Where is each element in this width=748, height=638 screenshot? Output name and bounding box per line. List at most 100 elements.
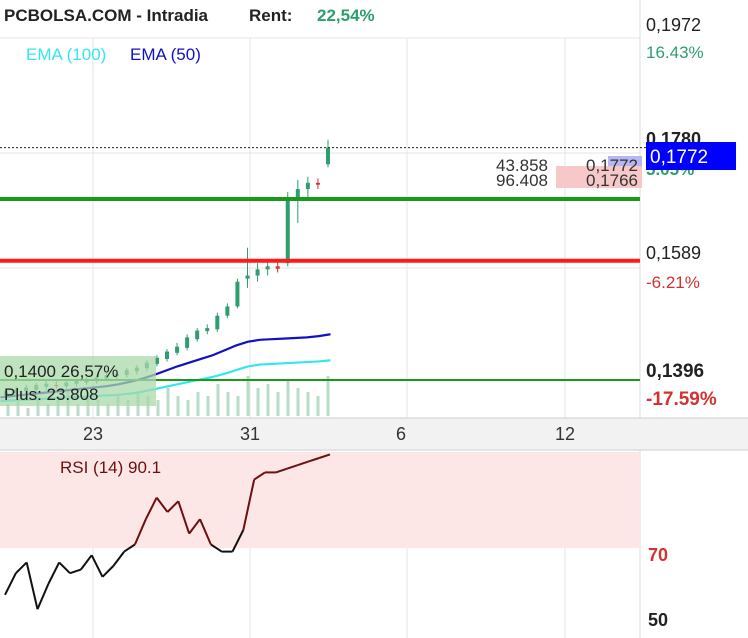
orderbook-ask-bg — [608, 156, 642, 168]
candle-body — [235, 281, 240, 307]
orderbook-bid-bg — [556, 166, 642, 188]
volume-bar — [326, 376, 330, 416]
volume-bar — [316, 396, 320, 416]
volume-bar — [106, 404, 110, 416]
candle-body — [215, 315, 220, 330]
rsi-segment — [297, 460, 309, 467]
volume-bar — [186, 400, 190, 416]
legend-ema100: EMA (100) — [26, 45, 106, 64]
x-tick-label: 31 — [240, 424, 260, 444]
volume-bar — [306, 392, 310, 416]
rsi-segment — [318, 453, 331, 459]
candle-body — [255, 269, 260, 276]
volume-bar — [216, 384, 220, 416]
rsi-segment — [58, 561, 71, 574]
current-price-badge — [646, 142, 736, 170]
info-box — [0, 356, 156, 406]
rsi-segment — [308, 457, 320, 463]
orderbook-ask-price: 0,1772 — [586, 156, 638, 175]
rsi-segment — [15, 561, 28, 574]
candle-body — [205, 328, 210, 332]
volume-bar — [236, 396, 240, 416]
axis-support-price: 0,1396 — [646, 361, 704, 382]
rsi-segment — [69, 568, 82, 575]
volume-bar — [256, 388, 260, 416]
rsi-level-50: 50 — [648, 610, 668, 630]
orderbook-bid-price: 0,1766 — [586, 171, 638, 190]
volume-bar — [206, 396, 210, 416]
volume-bar — [26, 408, 30, 416]
rsi-segment — [80, 554, 93, 571]
rsi-segment — [210, 543, 223, 553]
volume-bar — [226, 392, 230, 416]
info-box-price-change: 0,1400 26,57% — [4, 362, 118, 381]
axis-resistance-price: 0,1589 — [646, 243, 701, 263]
rsi-segment — [144, 497, 158, 520]
rsi-segment — [199, 518, 212, 545]
candle-body — [265, 266, 270, 270]
candle-body — [275, 266, 280, 269]
legend-ema50: EMA (50) — [130, 45, 201, 64]
rsi-segment — [177, 500, 191, 534]
rsi-segment — [188, 518, 201, 535]
volume-bar — [126, 400, 130, 416]
volume-bar — [266, 384, 270, 416]
rsi-segment — [231, 529, 245, 553]
rsi-segment — [253, 471, 266, 481]
candle-body — [245, 275, 250, 279]
rsi-segment — [275, 467, 287, 474]
axis-support-pct: -17.59% — [646, 389, 717, 410]
rsi-overbought-zone — [0, 452, 640, 548]
candle-body — [175, 346, 180, 353]
rsi-segment — [36, 583, 50, 610]
price-levels — [0, 147, 646, 381]
orderbook-ask-qty: 43.858 — [496, 156, 548, 175]
rsi-segment — [25, 562, 39, 610]
rent-value: 22,54% — [317, 6, 375, 25]
candle-body — [285, 198, 290, 264]
volume-bar — [166, 388, 170, 416]
volume-bar — [276, 392, 280, 416]
rsi-segment — [242, 479, 256, 531]
volume-bar — [96, 400, 100, 416]
rsi-level-70: 70 — [648, 545, 668, 565]
x-tick-label: 6 — [396, 424, 406, 444]
rsi-label: RSI (14) 90.1 — [60, 458, 161, 477]
rsi-segment — [101, 565, 115, 578]
x-axis-ticks: 23 31 6 12 — [83, 424, 575, 444]
candle-body — [195, 330, 200, 340]
current-price-label: 0,1772 — [650, 147, 708, 168]
volume-bar — [46, 404, 50, 416]
x-tick-label: 12 — [555, 424, 575, 444]
axis-top-pct: 16.43% — [646, 43, 704, 62]
axis-top-price: 0,1972 — [646, 15, 701, 35]
rsi-line — [4, 453, 331, 610]
volume-bar — [156, 400, 160, 416]
rent-label: Rent: — [249, 6, 292, 25]
volume-bar — [246, 376, 250, 416]
candle-body — [305, 182, 310, 190]
brand-title: PCBOLSA.COM - Intradia — [4, 6, 209, 25]
orderbook-bid-qty: 96.408 — [496, 171, 548, 190]
volume-bar — [6, 404, 10, 416]
rsi-segment — [286, 464, 298, 470]
rsi-segment — [166, 500, 180, 513]
candle-body — [154, 357, 159, 364]
candle-body — [315, 182, 320, 185]
candle-body — [225, 306, 230, 316]
candle-body — [185, 337, 190, 348]
volume-bar — [76, 404, 80, 416]
volume-bar — [296, 388, 300, 416]
axis-resistance-pct: -6.21% — [646, 273, 700, 292]
rsi-segment — [134, 518, 147, 545]
volume-bar — [286, 380, 290, 416]
rsi-segment — [47, 561, 61, 585]
volume-bar — [176, 396, 180, 416]
rsi-segment — [155, 496, 169, 513]
volume-bar — [16, 400, 20, 416]
rsi-segment — [4, 572, 17, 596]
rsi-segment — [90, 554, 104, 578]
rsi-segment — [112, 550, 125, 567]
x-axis-band — [0, 418, 748, 450]
